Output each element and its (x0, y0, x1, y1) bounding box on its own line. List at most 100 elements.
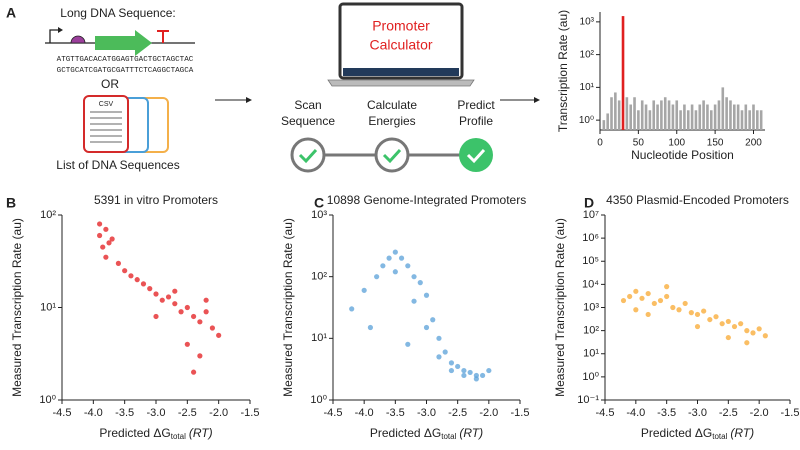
bar (698, 104, 702, 130)
list-label: List of DNA Sequences (56, 158, 179, 172)
arrow (215, 97, 252, 103)
y-tick-label: 10⁷ (583, 209, 599, 221)
bar (686, 110, 690, 130)
scatter-point (436, 354, 442, 360)
scatter-point (657, 297, 664, 304)
bar (683, 104, 686, 130)
bar (752, 104, 755, 130)
panel-label: D (584, 195, 594, 211)
sequence-line: ATGTTGACACATGGAGTGACTGCTAGCTAC (57, 56, 194, 64)
scatter-point (184, 341, 190, 347)
scatter-point (197, 319, 203, 325)
y-axis-label: Transcription Rate (au) (556, 10, 570, 132)
x-label-main: Predicted ΔG (370, 426, 441, 440)
bar (679, 110, 682, 130)
y-tick-label: 10⁰ (39, 394, 56, 406)
y-tick-label: 10⁰ (579, 115, 594, 126)
bar (706, 104, 709, 130)
scatter-point (627, 293, 633, 300)
bar (675, 100, 679, 130)
bar (648, 110, 652, 130)
scatter-point (184, 304, 190, 311)
y-axis-label: Measured Transcription Rate (au) (10, 218, 24, 397)
y-tick-label: 10⁵ (582, 255, 599, 267)
y-axis-label: Measured Transcription Rate (au) (281, 218, 295, 397)
y-tick-label: 10² (311, 271, 327, 283)
panel-label: C (314, 195, 324, 211)
scatter-point (461, 367, 467, 374)
x-tick-label: 150 (707, 138, 724, 149)
bar (614, 92, 617, 130)
scatter-point (480, 372, 486, 379)
bar (729, 100, 732, 130)
x-tick-label: -2.0 (479, 407, 498, 419)
bar (694, 110, 698, 130)
panel-label: B (6, 195, 16, 211)
scatter-point (392, 249, 398, 255)
x-tick-label: -3.5 (115, 407, 134, 419)
app-name: Calculator (369, 37, 432, 53)
y-tick-label: 10² (580, 49, 595, 60)
bar (744, 104, 748, 130)
bar (709, 110, 713, 130)
scatter-point (461, 372, 467, 379)
scatter-point (115, 260, 121, 266)
scatter-point (191, 369, 197, 375)
bar (663, 97, 667, 130)
x-tick-label: -2.5 (448, 407, 467, 419)
y-tick-label: 10¹ (583, 348, 599, 360)
laptop (327, 2, 475, 87)
x-tick-label: -2.5 (719, 407, 738, 419)
scatter-point (411, 274, 417, 280)
bar (690, 104, 694, 130)
y-tick-label: 10² (40, 209, 56, 221)
scatter-point (97, 232, 103, 239)
x-tick-label: -1.5 (781, 407, 800, 419)
x-tick-label: 50 (633, 138, 645, 149)
x-label-main: Predicted ΔG (99, 426, 170, 440)
bar (637, 110, 640, 130)
scatter-point (676, 307, 682, 313)
bar (644, 104, 648, 130)
bar (740, 110, 744, 130)
scatter-point (106, 240, 112, 246)
y-tick-label: 10³ (583, 301, 599, 313)
scatter-point (405, 341, 411, 347)
bar (621, 16, 625, 130)
csv-files (83, 95, 169, 153)
x-label-unit: (RT) (730, 426, 754, 440)
scatter-point (731, 323, 738, 330)
step-label: Scan (294, 98, 321, 112)
scatter-point (664, 284, 670, 290)
x-label-sub: total (712, 432, 727, 441)
scatter-point (670, 304, 676, 311)
bar (748, 110, 751, 130)
chart-title: 10898 Genome-Integrated Promoters (327, 193, 526, 207)
scatter-point (367, 324, 373, 331)
x-axis-label: Predicted ΔGtotal (RT) (99, 426, 212, 441)
y-axis-label: Measured Transcription Rate (au) (553, 218, 567, 397)
chart-title: 4350 Plasmid-Encoded Promoters (606, 193, 789, 207)
chart-title: 5391 in vitro Promoters (94, 193, 218, 207)
scatter-point (153, 291, 159, 297)
x-label-main: Predicted ΔG (641, 426, 712, 440)
scatter-point (423, 324, 430, 331)
bar (617, 100, 621, 130)
scatter-point (165, 294, 172, 300)
x-axis-label: Predicted ΔGtotal (RT) (370, 426, 483, 441)
bar (702, 100, 705, 130)
bar (713, 104, 717, 130)
bar (660, 100, 663, 130)
scatter-point (216, 332, 222, 338)
bar (610, 97, 613, 130)
scatter-point (455, 363, 461, 370)
scatter-point (380, 263, 386, 269)
scatter-point (639, 295, 645, 301)
scatter-point (349, 306, 355, 312)
x-tick-label: -4.0 (355, 407, 374, 419)
bar (756, 110, 759, 130)
scatter-point (209, 325, 215, 331)
bar (640, 100, 644, 130)
x-tick-label: -1.5 (511, 407, 530, 419)
scatter-point (128, 273, 134, 279)
